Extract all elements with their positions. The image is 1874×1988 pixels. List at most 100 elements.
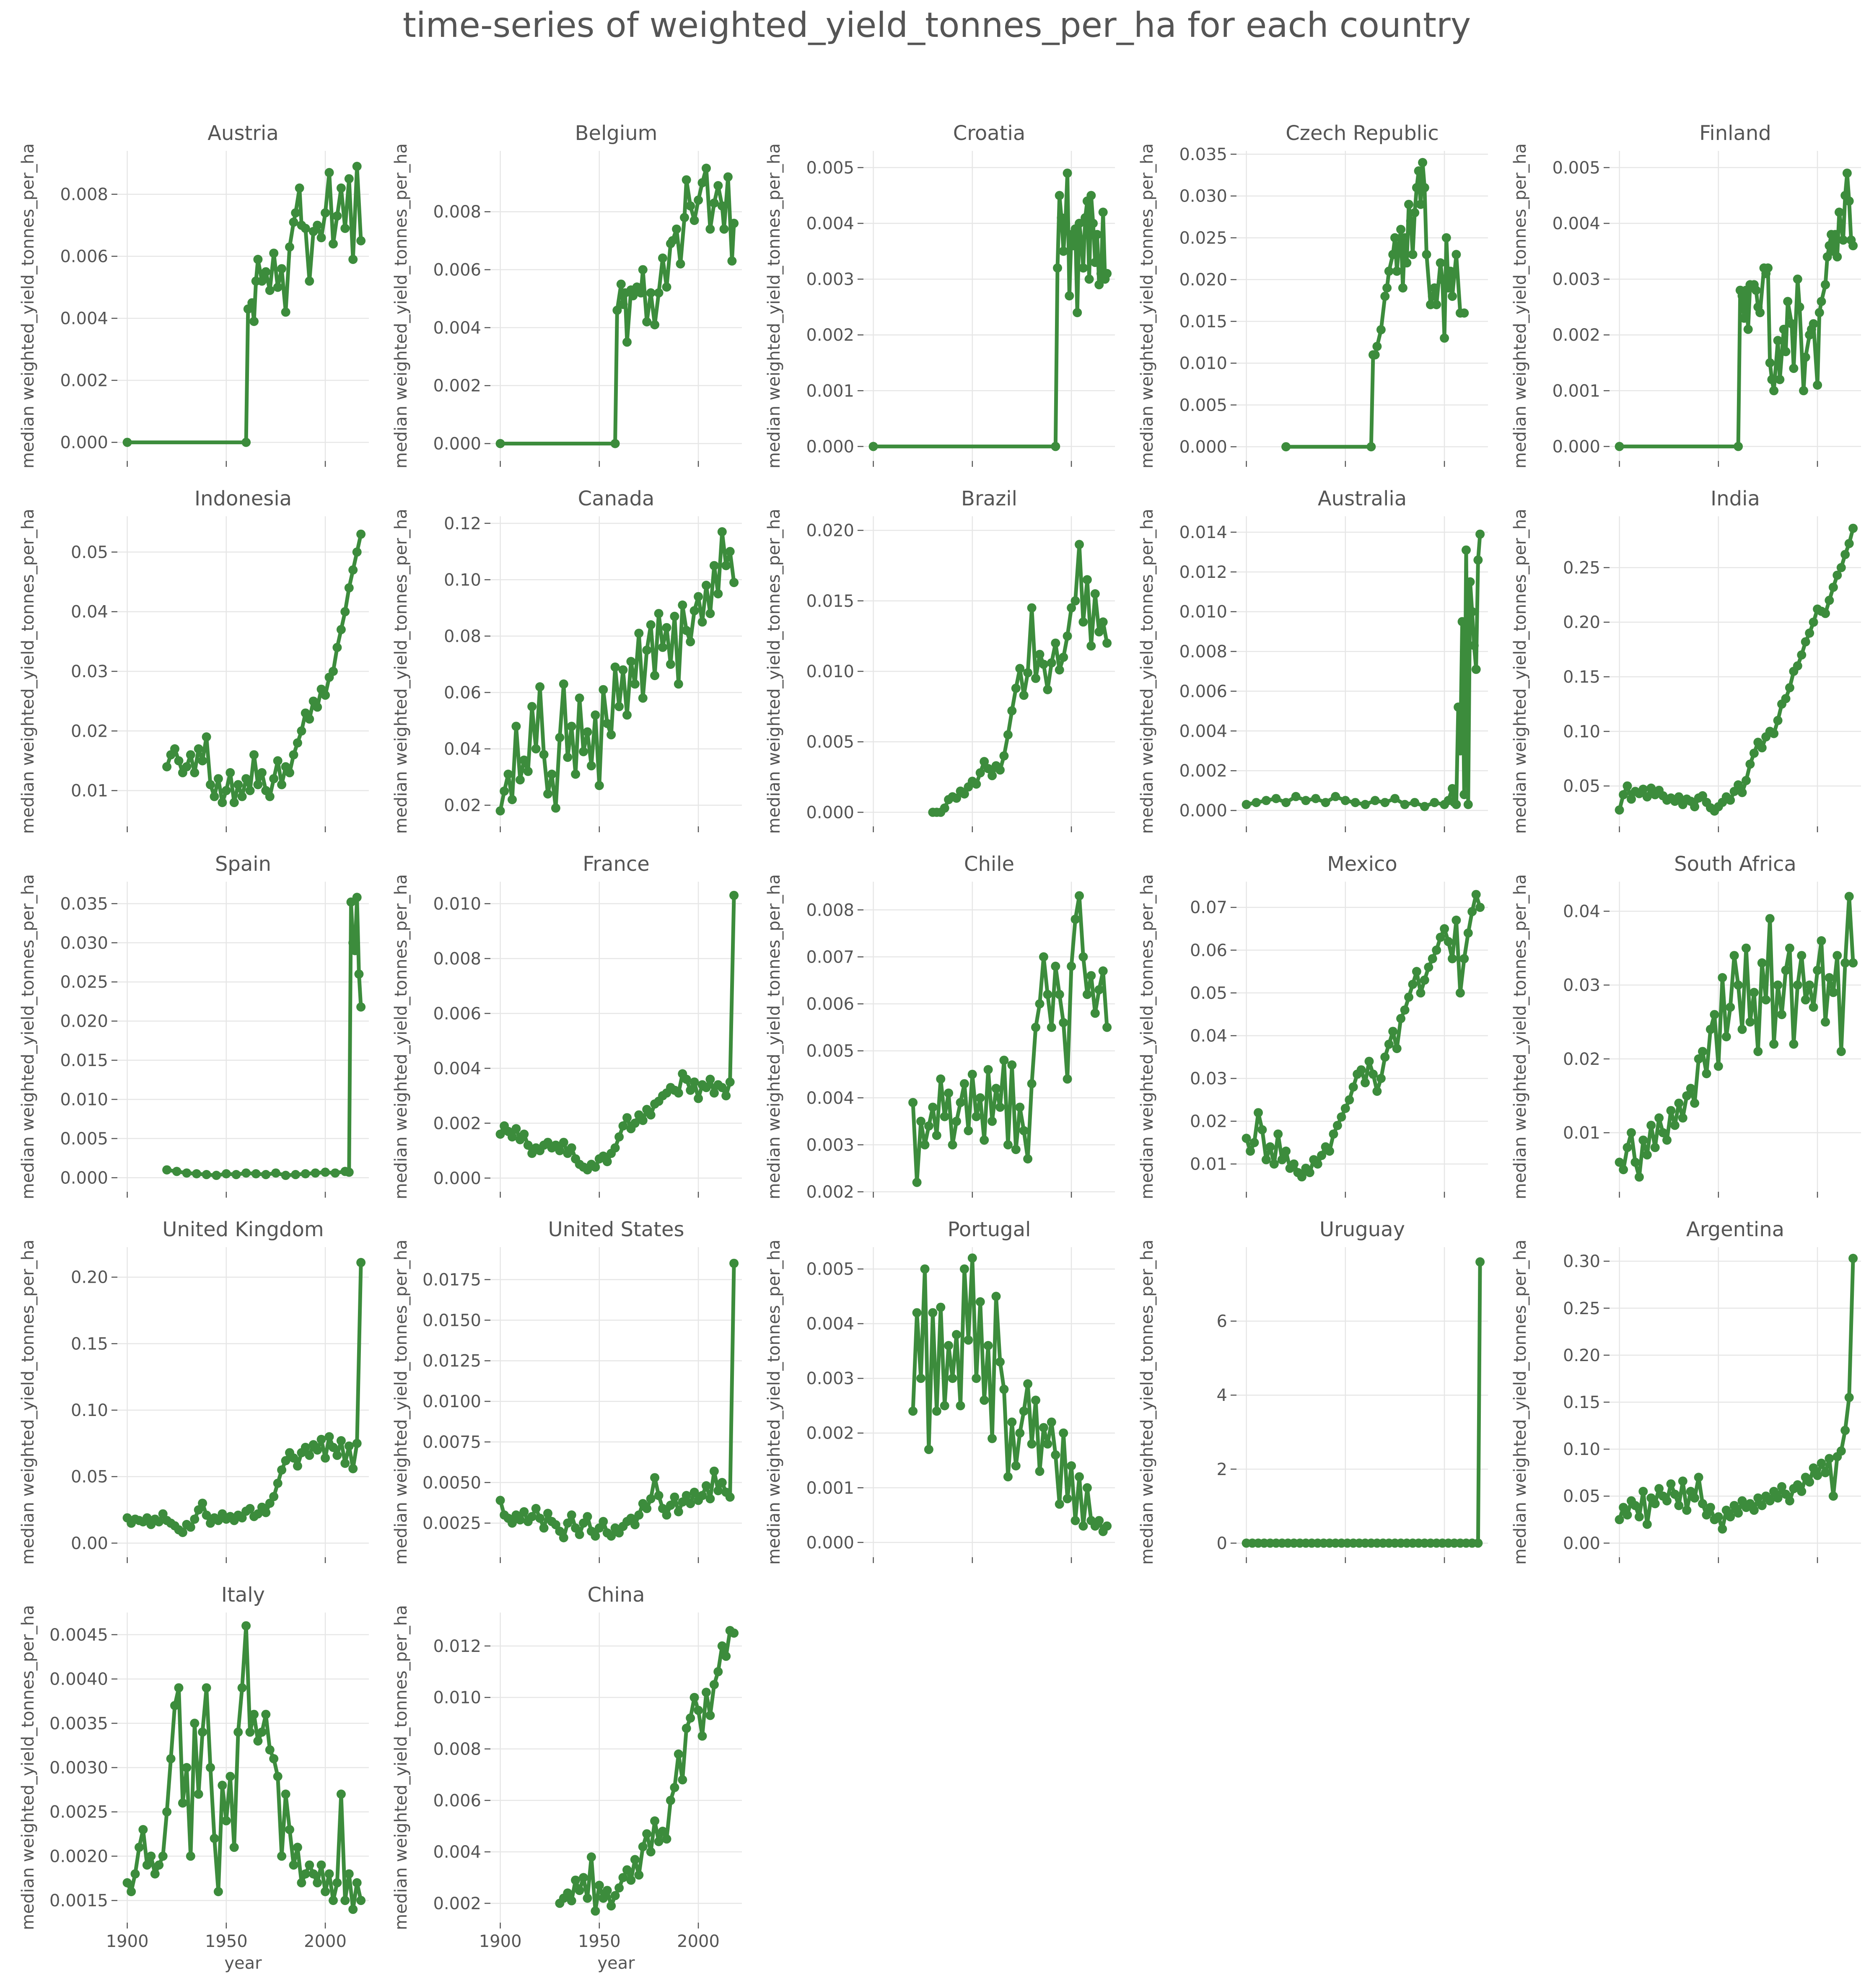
ytick-label: 0.000 xyxy=(1179,437,1227,457)
data-point xyxy=(313,702,322,712)
data-point xyxy=(1102,269,1112,278)
data-point xyxy=(543,1509,552,1518)
data-point xyxy=(316,1434,326,1444)
data-point xyxy=(602,1157,612,1166)
data-point xyxy=(122,1878,132,1887)
data-point xyxy=(1454,702,1463,712)
data-point xyxy=(1094,280,1104,290)
data-point xyxy=(261,1508,271,1517)
data-point xyxy=(1078,263,1088,273)
data-point xyxy=(182,1168,192,1178)
data-point xyxy=(192,1169,201,1178)
data-point xyxy=(1694,1473,1703,1482)
data-point xyxy=(329,667,338,676)
data-point xyxy=(1765,1496,1775,1506)
data-point xyxy=(1092,230,1102,239)
data-point xyxy=(686,201,695,211)
data-point xyxy=(495,439,505,448)
data-point xyxy=(1658,1128,1668,1137)
data-point xyxy=(920,1140,930,1149)
data-point xyxy=(1444,937,1453,946)
data-point xyxy=(1805,980,1814,990)
data-point xyxy=(642,317,652,326)
data-point xyxy=(166,1754,176,1763)
data-point xyxy=(291,1170,301,1179)
data-point xyxy=(218,1781,227,1790)
data-point xyxy=(210,1834,219,1843)
data-point xyxy=(202,1683,211,1693)
y-axis-label: median weighted_yield_tonnes_per_ha xyxy=(1138,1240,1157,1565)
data-point xyxy=(336,1436,346,1445)
data-point xyxy=(1003,730,1013,740)
data-point xyxy=(1623,1143,1632,1152)
ytick-label: 0.004 xyxy=(1179,722,1227,741)
y-axis-label: median weighted_yield_tonnes_per_ha xyxy=(18,874,38,1199)
data-point xyxy=(670,1492,679,1502)
data-point xyxy=(1396,225,1406,234)
data-point xyxy=(628,291,638,300)
data-point xyxy=(1734,980,1743,990)
data-point xyxy=(1713,1061,1723,1071)
data-point xyxy=(1763,263,1773,273)
data-point xyxy=(1059,1018,1068,1028)
data-point xyxy=(634,1510,644,1520)
ytick-label: 0.006 xyxy=(1179,682,1227,701)
data-point xyxy=(305,1450,314,1460)
panel-title: United States xyxy=(548,1218,684,1241)
panel-title: Spain xyxy=(215,852,271,876)
data-point xyxy=(1690,802,1700,812)
data-point xyxy=(1734,442,1743,451)
data-point xyxy=(293,1843,302,1852)
data-point xyxy=(662,1510,671,1520)
data-point xyxy=(213,1887,223,1896)
ytick-label: 0.010 xyxy=(1179,603,1227,622)
data-point xyxy=(329,1442,338,1452)
data-point xyxy=(1779,324,1788,334)
ytick-label: 0.004 xyxy=(433,318,481,338)
data-point xyxy=(1273,1129,1283,1139)
ytick-label: 0.05 xyxy=(1563,777,1600,796)
data-point xyxy=(174,1683,184,1693)
ytick-label: 0.004 xyxy=(60,309,108,329)
data-point xyxy=(495,806,505,815)
data-point xyxy=(1805,1477,1814,1487)
data-point xyxy=(253,1509,263,1519)
data-point xyxy=(1783,297,1793,306)
data-point xyxy=(674,1749,683,1759)
data-point xyxy=(178,1528,187,1537)
data-point xyxy=(301,1442,310,1452)
data-point xyxy=(1469,641,1479,650)
data-point xyxy=(988,1434,997,1443)
data-point xyxy=(1098,617,1108,627)
ytick-label: 0.0025 xyxy=(422,1514,481,1533)
data-point xyxy=(321,208,330,217)
data-point xyxy=(1067,603,1076,613)
data-point xyxy=(1269,1159,1279,1169)
data-point xyxy=(1749,1505,1759,1515)
data-point xyxy=(1670,1121,1680,1130)
data-point xyxy=(1848,958,1858,968)
panel-belgium: Belgium 0.000 0.002 0.004 0.006 0.008 median w… xyxy=(391,122,742,469)
panel-france: France 0.000 0.002 0.004 0.006 0.008 0.010 medi… xyxy=(391,852,742,1199)
data-point xyxy=(1465,577,1475,587)
data-point xyxy=(972,1112,981,1121)
series-line xyxy=(498,895,736,1172)
data-point xyxy=(1836,1446,1846,1456)
data-point xyxy=(313,1878,322,1887)
data-point xyxy=(1369,1069,1378,1079)
data-point xyxy=(1619,790,1628,800)
data-point xyxy=(721,1091,731,1100)
data-point xyxy=(241,774,251,784)
data-point xyxy=(1055,990,1064,999)
data-point xyxy=(983,764,993,774)
data-point xyxy=(1615,442,1624,451)
data-point xyxy=(1694,1054,1703,1064)
data-point xyxy=(1805,628,1814,638)
ytick-label: 0.000 xyxy=(60,1168,108,1188)
data-point xyxy=(1670,1489,1680,1499)
ytick-label: 0.007 xyxy=(806,947,854,967)
data-point xyxy=(1007,1060,1017,1070)
data-point xyxy=(233,780,243,790)
data-point xyxy=(1265,1142,1275,1152)
data-point xyxy=(1073,308,1082,317)
